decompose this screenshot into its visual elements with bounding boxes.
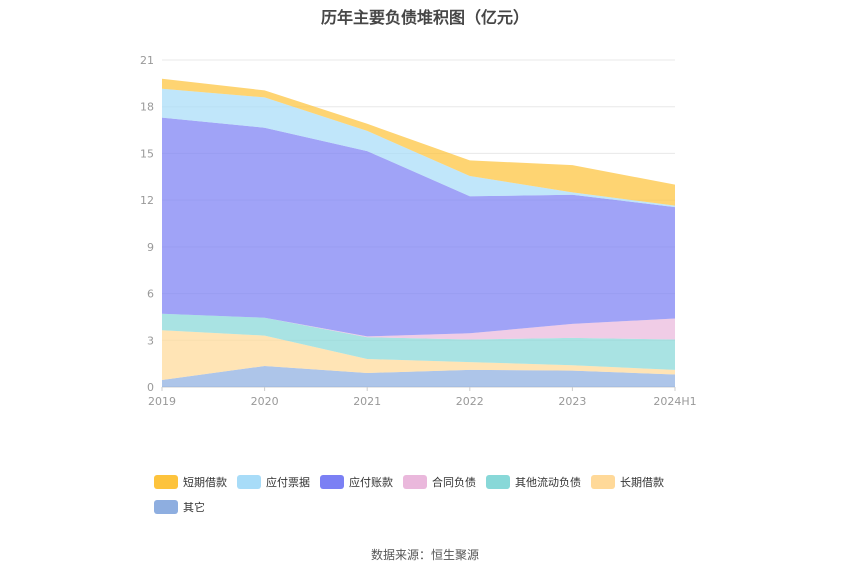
legend-label: 长期借款 — [620, 476, 664, 489]
legend-label: 合同负债 — [432, 476, 476, 489]
chart-title: 历年主要负债堆积图（亿元） — [320, 8, 529, 27]
area-layer — [162, 78, 675, 387]
legend-swatch — [320, 475, 344, 489]
data-source: 数据来源：恒生聚源 — [370, 548, 479, 562]
y-tick-label: 18 — [140, 101, 154, 114]
x-tick-label: 2024H1 — [653, 395, 696, 408]
y-tick-label: 15 — [140, 147, 154, 160]
legend-item[interactable]: 应付票据 — [237, 473, 310, 491]
area-series[interactable] — [162, 78, 675, 206]
legend-item[interactable]: 应付账款 — [320, 473, 393, 491]
legend-swatch — [154, 500, 178, 514]
y-tick-label: 9 — [147, 241, 154, 254]
legend-label: 应付票据 — [266, 476, 310, 489]
legend-label: 其他流动负债 — [515, 476, 581, 489]
legend-item[interactable]: 其他流动负债 — [486, 473, 581, 491]
y-tick-label: 12 — [140, 194, 154, 207]
legend-label: 应付账款 — [349, 476, 393, 489]
area-series[interactable] — [162, 88, 675, 208]
x-tick-label: 2021 — [353, 395, 381, 408]
x-tick-label: 2023 — [558, 395, 586, 408]
legend-label: 短期借款 — [183, 476, 227, 489]
y-tick-label: 21 — [140, 54, 154, 67]
legend-item[interactable]: 其它 — [154, 498, 205, 516]
y-tick-label: 3 — [147, 334, 154, 347]
legend-item[interactable]: 长期借款 — [591, 473, 664, 491]
area-series[interactable] — [162, 366, 675, 387]
x-tick-label: 2022 — [456, 395, 484, 408]
stacked-area-chart: 0 3 6 9 12 15 18 21 2019 2020 2021 2022 2023 2024H1 — [140, 54, 697, 408]
legend-swatch — [237, 475, 261, 489]
legend-swatch — [486, 475, 510, 489]
area-series[interactable] — [162, 313, 675, 370]
area-series[interactable] — [162, 330, 675, 380]
x-tick-label: 2020 — [251, 395, 279, 408]
legend-item[interactable]: 短期借款 — [154, 473, 227, 491]
x-tick-label: 2019 — [148, 395, 176, 408]
legend-item[interactable]: 合同负债 — [403, 473, 476, 491]
legend-swatch — [403, 475, 427, 489]
legend-label: 其它 — [183, 501, 205, 514]
area-series[interactable] — [162, 313, 675, 340]
legend: 短期借款 应付票据 应付账款 合同负债 其他流动负债 长期借款其它 — [154, 473, 714, 523]
axis-layer: 0 3 6 9 12 15 18 21 2019 2020 2021 2022 2023 2024H1 — [140, 54, 697, 408]
legend-swatch — [154, 475, 178, 489]
area-series[interactable] — [162, 117, 675, 337]
legend-swatch — [591, 475, 615, 489]
y-tick-label: 6 — [147, 288, 154, 301]
y-tick-label: 0 — [147, 381, 154, 394]
